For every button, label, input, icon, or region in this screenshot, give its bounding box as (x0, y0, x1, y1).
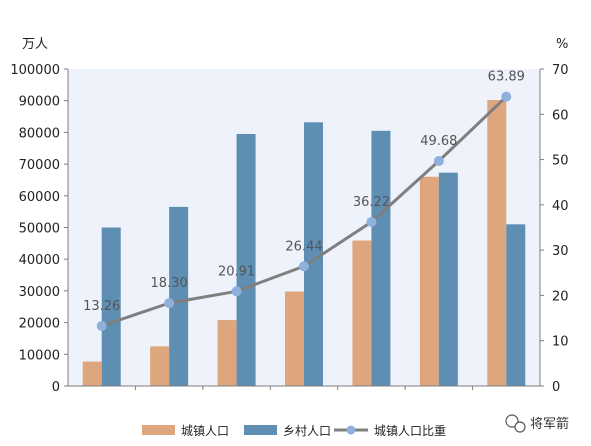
left-tick-label: 20000 (19, 317, 60, 332)
ratio-data-label: 26.44 (285, 239, 322, 254)
right-tick-label: 60 (552, 108, 569, 123)
ratio-data-label: 13.26 (83, 299, 120, 314)
right-tick-label: 50 (552, 154, 569, 169)
right-tick-label: 20 (552, 289, 569, 304)
legend-swatch-rural (244, 425, 277, 435)
left-tick-label: 10000 (19, 348, 60, 363)
right-tick-label: 10 (552, 335, 569, 350)
ratio-data-label: 36.22 (353, 195, 390, 210)
right-tick-label: 70 (552, 63, 569, 78)
legend-label-rural: 乡村人口 (283, 424, 331, 438)
legend: 城镇人口 乡村人口 城镇人口比重 (142, 424, 446, 438)
rural-bar (169, 206, 189, 386)
legend-swatch-ratio-marker (346, 425, 356, 435)
left-tick-label: 40000 (19, 253, 60, 268)
left-tick-label: 50000 (19, 222, 60, 237)
legend-label-ratio: 城镇人口比重 (374, 424, 446, 438)
ratio-point (96, 320, 107, 331)
right-tick-label: 40 (552, 199, 569, 214)
wechat-icon (505, 414, 526, 433)
right-tick-label: 30 (552, 244, 569, 259)
rural-bar (236, 133, 256, 386)
ratio-data-label: 18.30 (151, 276, 188, 291)
urban-bar (285, 291, 304, 386)
ratio-data-label: 20.91 (218, 264, 255, 279)
left-tick-label: 0 (52, 380, 60, 395)
rural-bar (304, 122, 323, 387)
ratio-point (433, 156, 444, 167)
ratio-point (231, 286, 242, 297)
right-tick-label: 0 (552, 380, 560, 395)
rural-bar (506, 224, 526, 386)
legend-label-urban: 城镇人口 (181, 424, 229, 438)
left-tick-label: 30000 (19, 285, 60, 300)
urban-bar (150, 346, 170, 386)
urban-bar (419, 176, 439, 386)
urban-bar (487, 100, 507, 386)
urban-bar (217, 320, 237, 386)
data-labels-group: 13.26 18.30 20.91 26.44 36.22 49.68 63.89 (83, 70, 525, 314)
rural-bar (371, 130, 391, 386)
ratio-point (164, 298, 175, 309)
watermark-text: 将军箭 (530, 416, 569, 432)
urban-bar (352, 240, 372, 386)
urban-bar (82, 361, 102, 386)
ratio-data-label: 63.89 (488, 70, 525, 85)
ratio-data-label: 49.68 (420, 134, 457, 149)
ratio-point (501, 91, 512, 102)
rural-bar (101, 227, 121, 386)
left-tick-label: 60000 (19, 190, 60, 205)
left-tick-label: 80000 (19, 126, 60, 141)
axes-group: 0 10000 20000 30000 40000 50000 60000 70000 8000… (10, 63, 568, 395)
right-axis-unit: % (556, 37, 568, 52)
left-tick-label: 90000 (19, 95, 60, 110)
ratio-point (366, 216, 377, 227)
rural-bar (438, 172, 458, 386)
ratio-line-group (96, 91, 512, 331)
left-axis-unit: 万人 (22, 37, 48, 52)
bars-group (82, 100, 526, 387)
legend-swatch-urban (142, 425, 175, 435)
ratio-point (299, 261, 309, 272)
left-tick-label: 100000 (10, 63, 60, 78)
watermark: 将军箭 (505, 414, 569, 433)
left-tick-label: 70000 (19, 158, 60, 173)
